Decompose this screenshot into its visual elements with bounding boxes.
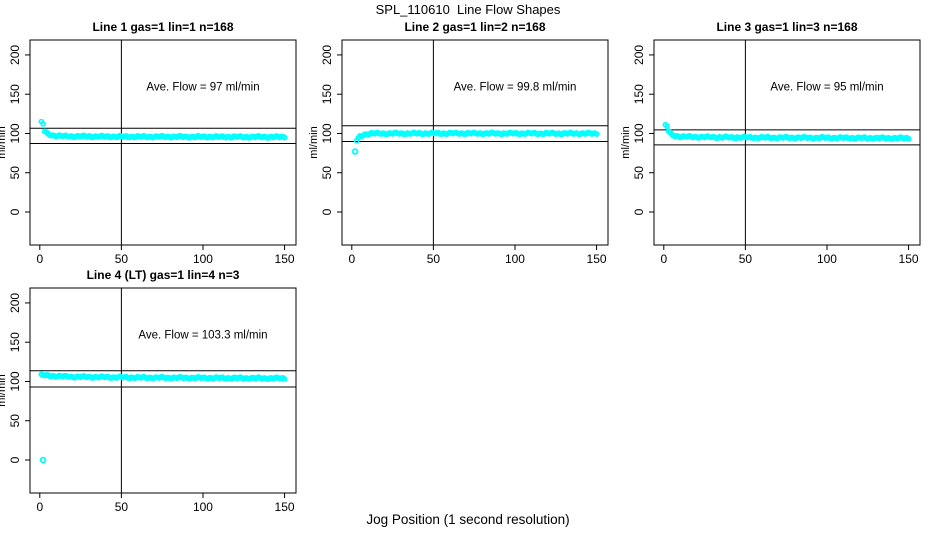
x-axis-label: Jog Position (1 second resolution) bbox=[366, 512, 570, 527]
y-tick-label: 0 bbox=[320, 208, 334, 215]
data-points bbox=[38, 371, 288, 464]
plot-border bbox=[29, 287, 297, 494]
x-tick-label: 0 bbox=[36, 500, 43, 514]
x-tick-label: 150 bbox=[275, 252, 295, 266]
y-tick-label: 0 bbox=[8, 208, 22, 215]
data-point bbox=[664, 123, 670, 130]
y-tick-label: 200 bbox=[320, 45, 334, 65]
x-tick-label: 50 bbox=[115, 500, 129, 514]
ave-flow-annotation: Ave. Flow = 95 ml/min bbox=[770, 81, 883, 93]
y-axis-label: ml/min bbox=[308, 126, 320, 158]
outlier-point bbox=[39, 456, 47, 464]
y-tick-label: 50 bbox=[320, 166, 334, 180]
subplot-4: 0 50 100 150 0 50 100 150 200 ml/min Line 4 (LT) g… bbox=[0, 268, 297, 514]
y-tick-label: 150 bbox=[8, 84, 22, 104]
ave-flow-annotation: Ave. Flow = 103.3 ml/min bbox=[138, 329, 267, 341]
data-point bbox=[40, 121, 46, 127]
y-axis-label: ml/min bbox=[0, 126, 8, 158]
x-tick-label: 50 bbox=[427, 252, 441, 266]
data-point bbox=[281, 376, 288, 382]
x-tick-label: 0 bbox=[660, 252, 667, 266]
plot-border bbox=[29, 39, 297, 246]
data-point bbox=[281, 134, 288, 141]
outlier-point bbox=[351, 148, 359, 155]
y-tick-label: 0 bbox=[8, 456, 22, 463]
plot-border bbox=[341, 39, 609, 246]
subplot-1: 0 50 100 150 0 50 100 150 200 ml/min Line 1 gas=1 … bbox=[0, 20, 297, 266]
figure-title: SPL_110610 Line Flow Shapes bbox=[375, 2, 561, 17]
ave-flow-annotation: Ave. Flow = 99.8 ml/min bbox=[454, 81, 577, 93]
x-tick-label: 100 bbox=[193, 500, 213, 514]
subplot-title: Line 1 gas=1 lin=1 n=168 bbox=[92, 20, 233, 34]
y-tick-label: 200 bbox=[632, 45, 646, 65]
y-axis-label: ml/min bbox=[0, 374, 8, 406]
x-tick-label: 150 bbox=[899, 252, 919, 266]
x-tick-label: 100 bbox=[505, 252, 525, 266]
x-tick-label: 50 bbox=[739, 252, 753, 266]
ave-flow-annotation: Ave. Flow = 97 ml/min bbox=[146, 81, 259, 93]
subplot-title: Line 2 gas=1 lin=2 n=168 bbox=[404, 20, 545, 34]
y-axis-label: ml/min bbox=[620, 126, 632, 158]
data-point bbox=[593, 131, 600, 137]
x-tick-label: 150 bbox=[587, 252, 607, 266]
y-tick-label: 50 bbox=[8, 166, 22, 180]
y-tick-label: 100 bbox=[320, 123, 334, 143]
y-tick-label: 0 bbox=[632, 208, 646, 215]
y-tick-label: 100 bbox=[632, 123, 646, 143]
y-tick-label: 200 bbox=[8, 293, 22, 313]
x-tick-label: 150 bbox=[275, 500, 295, 514]
x-tick-label: 100 bbox=[817, 252, 837, 266]
data-point bbox=[905, 135, 912, 142]
plot-border bbox=[653, 39, 921, 246]
y-tick-label: 200 bbox=[8, 45, 22, 65]
subplot-title: Line 4 (LT) gas=1 lin=4 n=3 bbox=[87, 268, 240, 282]
data-points bbox=[662, 121, 912, 142]
y-tick-label: 150 bbox=[8, 332, 22, 352]
subplot-3: 0 50 100 150 0 50 100 150 200 ml/min Line 3 gas=1 … bbox=[620, 20, 921, 266]
data-points bbox=[351, 129, 600, 155]
y-tick-label: 50 bbox=[632, 166, 646, 180]
data-points bbox=[38, 118, 288, 141]
y-tick-label: 100 bbox=[8, 371, 22, 391]
y-tick-label: 100 bbox=[8, 123, 22, 143]
subplot-title: Line 3 gas=1 lin=3 n=168 bbox=[716, 20, 857, 34]
y-tick-label: 50 bbox=[8, 414, 22, 428]
x-tick-label: 100 bbox=[193, 252, 213, 266]
x-tick-label: 0 bbox=[36, 252, 43, 266]
subplot-2: 0 50 100 150 0 50 100 150 200 ml/min Line 2 gas=1 … bbox=[308, 20, 609, 266]
y-tick-label: 150 bbox=[320, 84, 334, 104]
x-tick-label: 0 bbox=[348, 252, 355, 266]
x-tick-label: 50 bbox=[115, 252, 129, 266]
y-tick-label: 150 bbox=[632, 84, 646, 104]
